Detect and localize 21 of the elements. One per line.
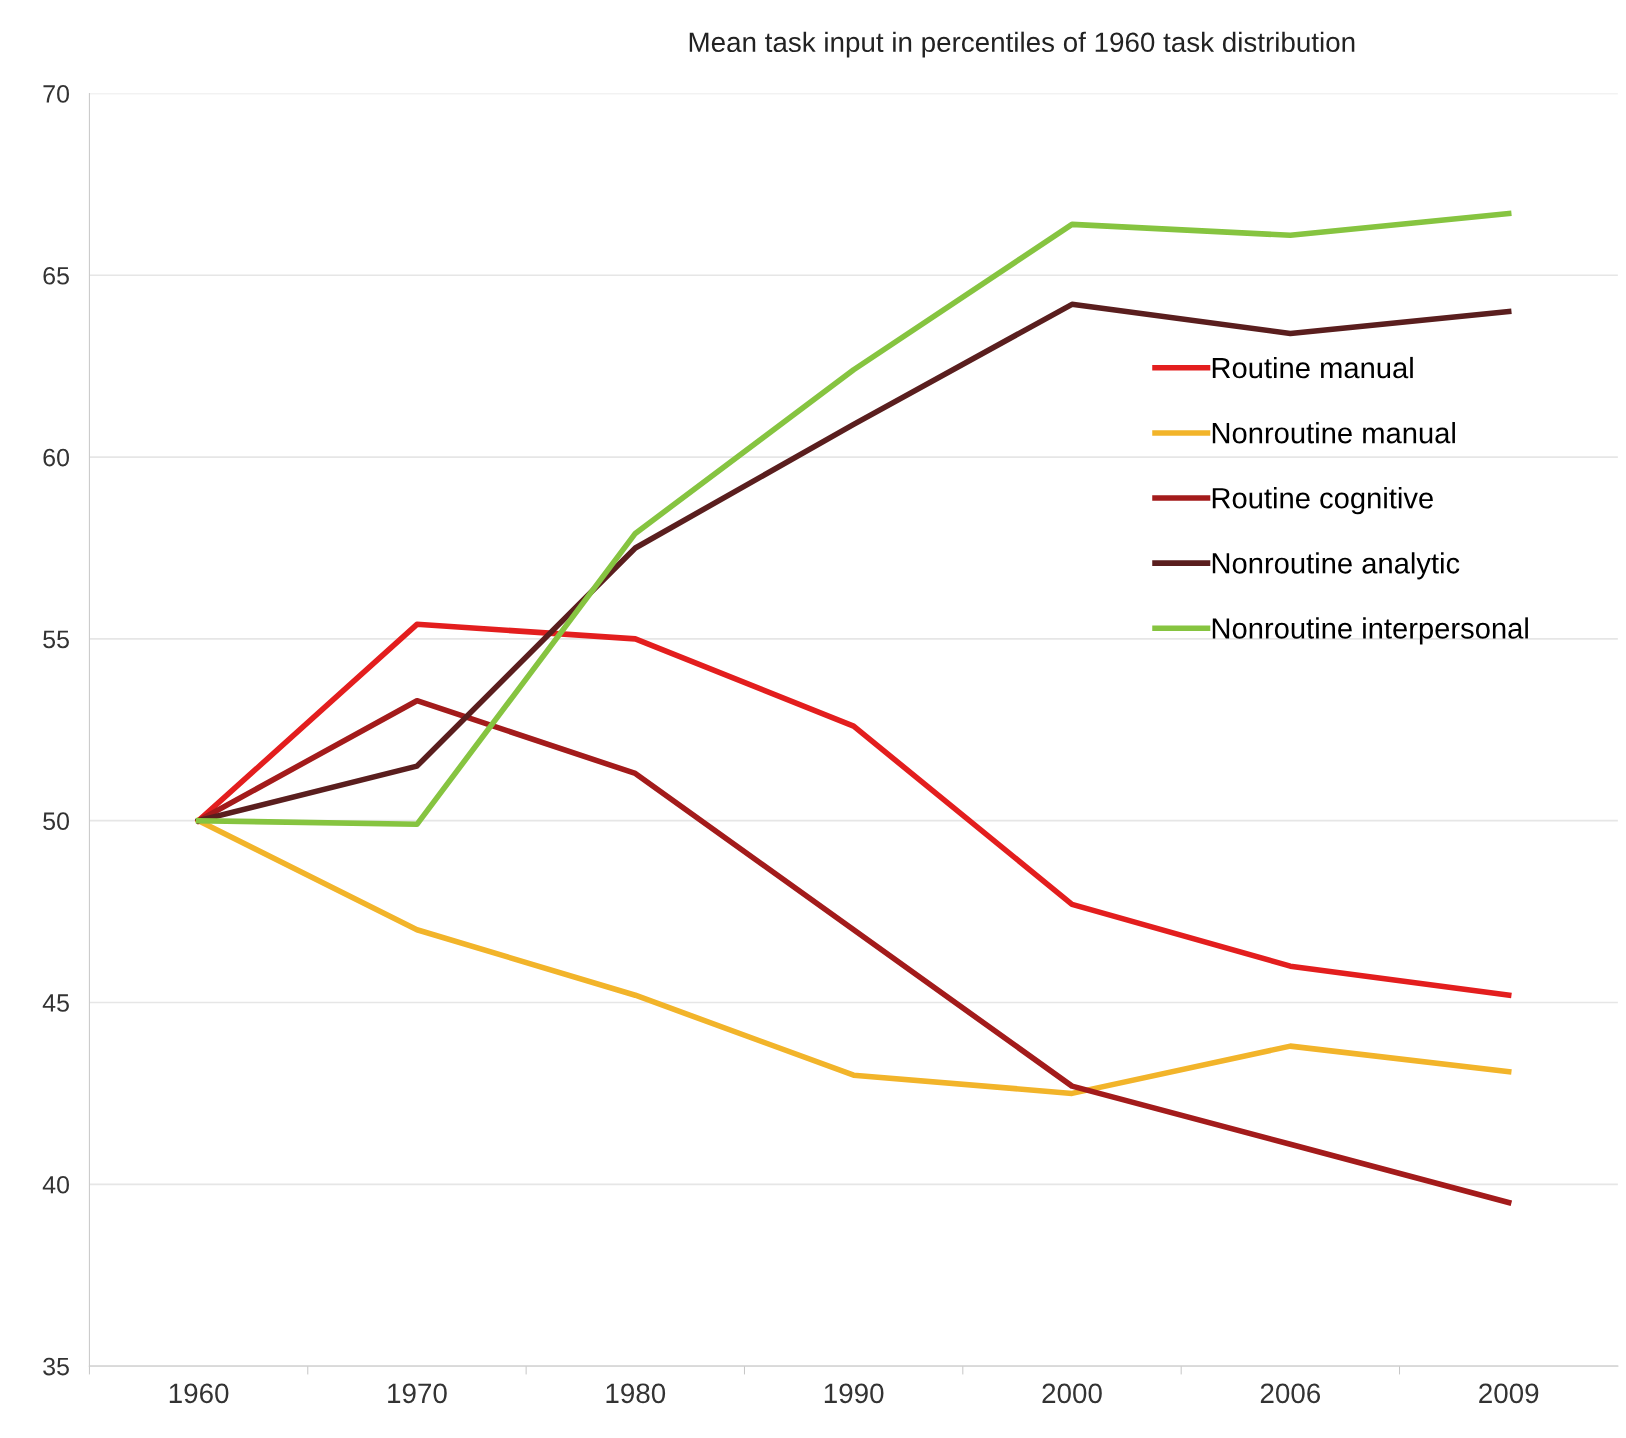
y-tick-label: 65: [43, 266, 69, 285]
legend-label: Routine manual: [1212, 356, 1413, 379]
legend-label: Nonroutine manual: [1212, 422, 1455, 444]
y-tick-label: 50: [43, 812, 70, 830]
x-tick-label: 1960: [169, 1383, 229, 1404]
y-tick-label: 60: [43, 448, 70, 467]
x-tick-label: 2000: [1042, 1383, 1102, 1404]
legend-label: Nonroutine analytic: [1212, 552, 1460, 580]
x-tick-label: 1990: [824, 1383, 884, 1404]
y-tick-label: 55: [43, 630, 69, 649]
y-tick-label: 45: [42, 994, 69, 1012]
legend-label: Routine cognitive: [1212, 487, 1433, 515]
y-tick-label: 40: [42, 1175, 70, 1194]
y-tick-label: 70: [43, 85, 70, 103]
y-tick-label: 35: [43, 1357, 69, 1376]
x-tick-label: 2009: [1479, 1383, 1539, 1404]
x-tick-label: 2006: [1260, 1383, 1321, 1404]
legend-label: Nonroutine interpersonal: [1212, 617, 1528, 645]
x-tick-label: 1970: [388, 1383, 447, 1404]
chart-title: Mean task input in percentiles of 1960 task distribution: [689, 31, 1355, 58]
x-tick-label: 1980: [606, 1383, 666, 1404]
